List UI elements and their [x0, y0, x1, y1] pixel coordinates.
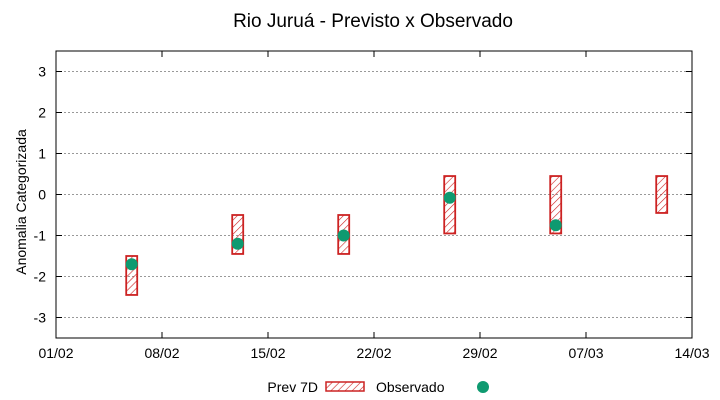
plot-marks	[125, 175, 669, 296]
axes	[55, 50, 693, 339]
x-tick-label: 07/03	[568, 345, 603, 361]
observed-point	[337, 229, 350, 242]
legend-swatch-observed	[477, 381, 489, 393]
x-tick-label: 14/03	[674, 345, 709, 361]
forecast-range-bar	[231, 214, 245, 255]
grid	[56, 71, 692, 318]
x-tick-label: 29/02	[462, 345, 497, 361]
legend: Prev 7D Observado	[267, 379, 489, 395]
y-tick-label: -1	[34, 228, 47, 244]
observed-point	[125, 258, 138, 271]
y-tick-label: 2	[38, 105, 46, 121]
plot-frame	[55, 50, 693, 339]
legend-swatch-forecast	[325, 381, 365, 392]
observed-point	[549, 219, 562, 232]
legend-label-observed: Observado	[376, 379, 445, 395]
x-tick-label: 22/02	[356, 345, 391, 361]
forecast-range-bar	[549, 175, 563, 235]
y-axis-title: Anomalia Categorizada	[13, 129, 29, 275]
legend-label-forecast: Prev 7D	[267, 379, 318, 395]
y-tick-label: -3	[34, 310, 47, 326]
forecast-range-bar	[655, 175, 669, 214]
x-tick-label: 01/02	[38, 345, 73, 361]
observed-point	[231, 237, 244, 250]
y-tick-label: 0	[38, 187, 46, 203]
forecast-range-bar	[443, 175, 457, 235]
y-tick-label: 3	[38, 64, 46, 80]
observed-point	[443, 191, 456, 204]
y-tick-label: -2	[34, 269, 47, 285]
y-tick-label: 1	[38, 146, 46, 162]
x-tick-label: 08/02	[144, 345, 179, 361]
x-tick-label: 15/02	[250, 345, 285, 361]
forecast-range-bar	[125, 255, 139, 296]
chart-title: Rio Juruá - Previsto x Observado	[233, 11, 513, 32]
tick-labels: -3 -2 -1 0 1 2 3 01/02 08/02 15/02 22/02 29/02 07/03…	[34, 64, 710, 362]
